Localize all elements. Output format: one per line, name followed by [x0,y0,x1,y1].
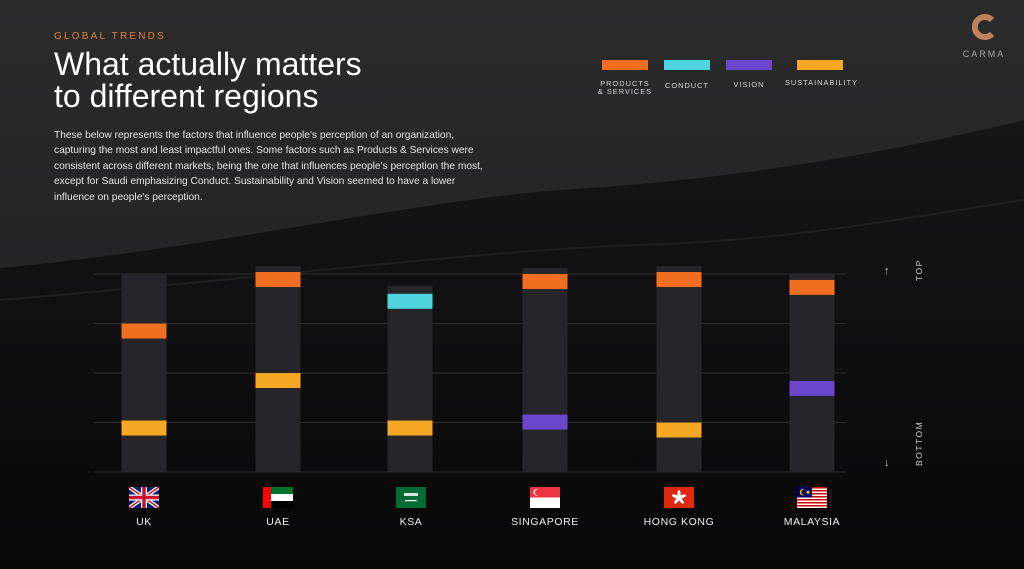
brand-logo: CARMA [960,14,1008,59]
marker-uae-sustainability [255,373,301,388]
description-text: These below represents the factors that … [54,130,483,203]
legend-swatch-sustainability [797,60,843,70]
legend-swatch-vision [726,60,772,70]
marker-ksa-conduct [387,293,433,309]
bar-hong-kong [656,266,702,472]
malaysia-flag-icon [797,487,827,508]
region-label-uk: UK [136,516,152,528]
page-title: What actually matters to different regio… [54,48,414,112]
marker-ksa-sustainability [387,420,433,436]
legend-item-conduct: CONDUCT [652,60,722,90]
legend-label-sustainability: SUSTAINABILITY [785,78,859,87]
legend-label-products: PRODUCTS & SERVICES [597,79,653,96]
legend-item-vision: VISION [714,60,784,89]
region-label-ksa: KSA [399,516,423,528]
bar-ksa [387,285,433,472]
carma-logo-icon [971,14,995,40]
ksa-flag-icon [396,487,426,508]
chart-legend: PRODUCTS & SERVICES CONDUCT VISION SUSTA… [592,60,868,100]
region-label-uae: UAE [266,516,290,528]
marker-uae-products-services [255,272,301,288]
marker-singapore-products-services [522,274,568,289]
marker-uk-sustainability [121,420,167,436]
legend-item-sustainability: SUSTAINABILITY [785,60,859,87]
marker-hong-kong-sustainability [656,422,702,438]
marker-hong-kong-products-services [656,272,702,288]
bar-uae [255,266,301,472]
legend-swatch-conduct [664,60,710,70]
marker-singapore-vision [522,414,568,430]
down-arrow-icon: ↓ [884,457,890,469]
marker-malaysia-vision [789,380,835,396]
title-line-1: What actually matters [54,46,362,82]
region-label-malaysia: MALAYSIA [783,516,841,528]
brand-name: CARMA [962,49,1006,59]
bar-uk [121,274,167,472]
axis-top-label: TOP [914,259,924,281]
legend-item-products: PRODUCTS & SERVICES [590,60,660,96]
up-arrow-icon: ↑ [884,265,890,277]
bar-malaysia [789,274,835,472]
axis-bottom-label: BOTTOM [914,420,924,466]
legend-label-vision: VISION [733,80,765,89]
title-line-2: to different regions [54,78,319,114]
eyebrow-label: GLOBAL TRENDS [54,31,166,42]
legend-swatch-products [602,60,648,70]
region-label-hong-kong: HONG KONG [643,516,715,528]
uk-flag-icon [129,487,159,508]
bar-singapore [522,268,568,472]
hong-kong-flag-icon [664,487,694,508]
marker-uk-products-services [121,323,167,339]
legend-label-conduct: CONDUCT [665,81,709,90]
uae-flag-icon [263,487,293,508]
singapore-flag-icon [530,487,560,508]
marker-malaysia-products-services [789,279,835,295]
region-label-singapore: SINGAPORE [511,516,579,528]
